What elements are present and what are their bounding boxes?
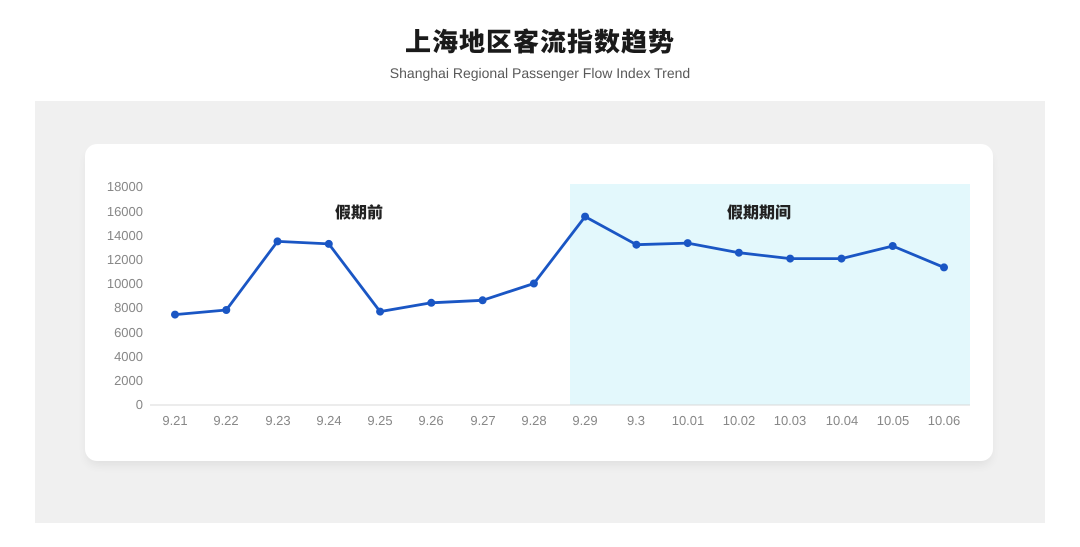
svg-text:14000: 14000 (107, 228, 143, 243)
svg-text:9.27: 9.27 (470, 413, 495, 428)
svg-text:4000: 4000 (114, 349, 143, 364)
svg-text:10.06: 10.06 (928, 413, 961, 428)
svg-text:6000: 6000 (114, 325, 143, 340)
svg-text:9.25: 9.25 (367, 413, 392, 428)
svg-text:10.03: 10.03 (774, 413, 807, 428)
svg-text:9.29: 9.29 (572, 413, 597, 428)
svg-text:9.3: 9.3 (627, 413, 645, 428)
svg-text:假期前: 假期前 (335, 199, 383, 223)
svg-text:9.23: 9.23 (265, 413, 290, 428)
svg-text:9.21: 9.21 (162, 413, 187, 428)
svg-text:2000: 2000 (114, 373, 143, 388)
svg-text:10000: 10000 (107, 276, 143, 291)
svg-text:18000: 18000 (107, 179, 143, 194)
svg-text:12000: 12000 (107, 252, 143, 267)
svg-text:10.02: 10.02 (723, 413, 756, 428)
svg-text:9.28: 9.28 (521, 413, 546, 428)
svg-text:8000: 8000 (114, 300, 143, 315)
svg-text:9.24: 9.24 (316, 413, 341, 428)
svg-text:0: 0 (136, 397, 143, 412)
svg-text:10.01: 10.01 (672, 413, 705, 428)
svg-text:10.05: 10.05 (877, 413, 910, 428)
svg-text:9.26: 9.26 (418, 413, 443, 428)
svg-text:16000: 16000 (107, 204, 143, 219)
svg-text:10.04: 10.04 (826, 413, 859, 428)
svg-text:9.22: 9.22 (213, 413, 238, 428)
svg-text:假期期间: 假期期间 (727, 199, 791, 223)
